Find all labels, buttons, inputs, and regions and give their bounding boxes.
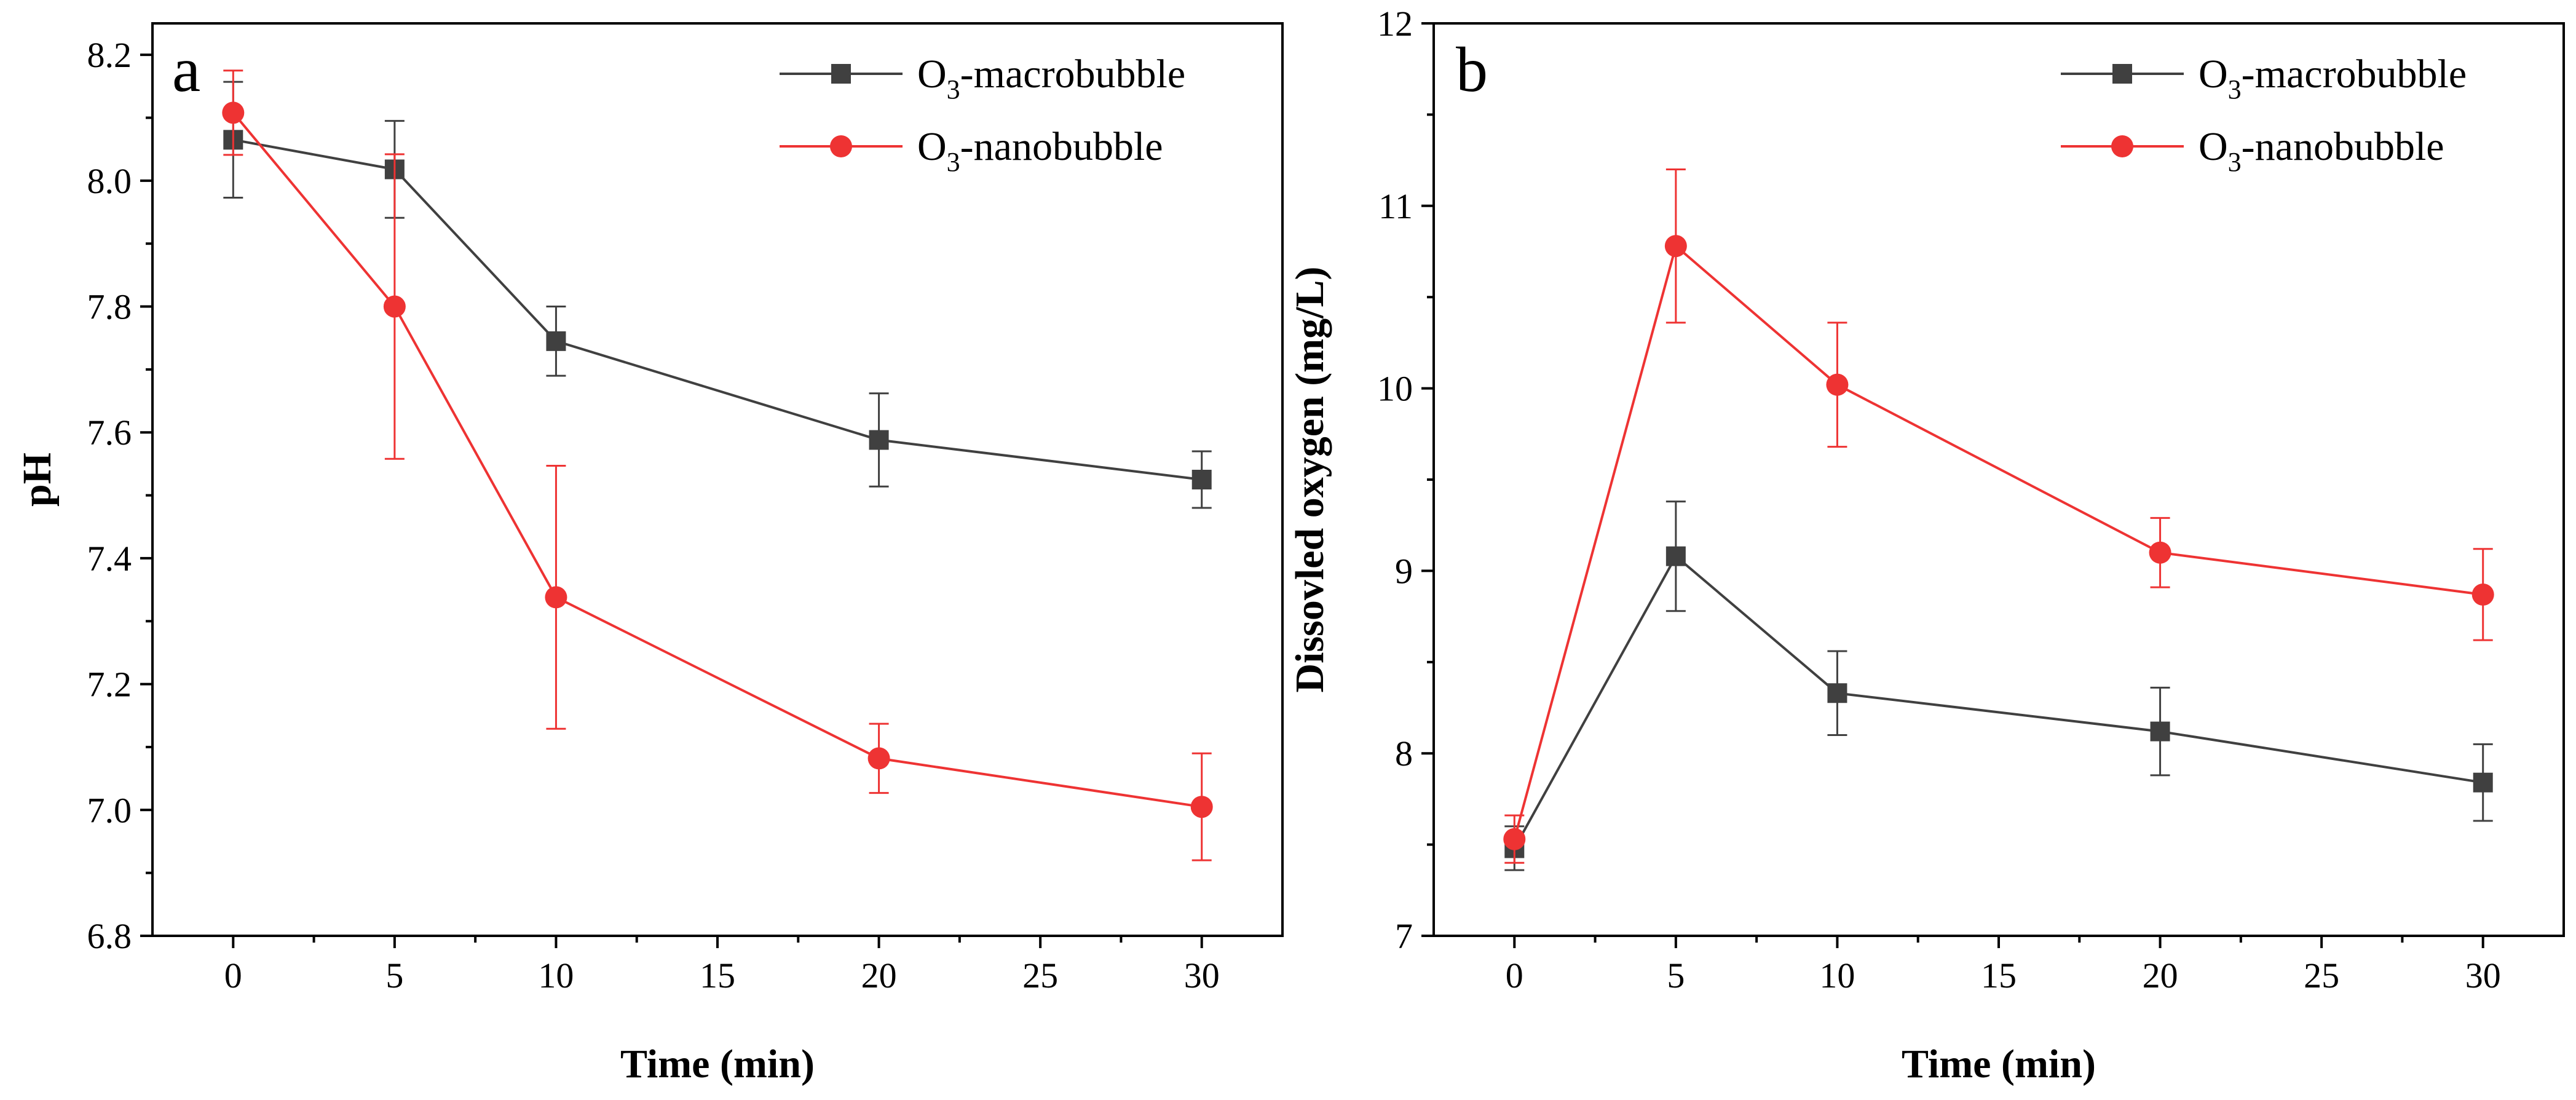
- x-tick-label: 30: [2465, 956, 2501, 995]
- legend-entry: O3-nanobubble: [780, 124, 1163, 177]
- legend-marker: [2111, 135, 2133, 157]
- legend-label-main: O: [2199, 124, 2228, 169]
- y-tick-label: 7.0: [87, 790, 132, 830]
- series-line: [1513, 243, 2483, 840]
- x-tick-label: 15: [1981, 956, 2017, 995]
- y-tick-label: 7.4: [87, 539, 132, 579]
- legend-marker: [830, 135, 852, 157]
- x-tick-label: 5: [1667, 956, 1685, 995]
- data-point: [1191, 470, 1212, 489]
- y-tick-label: 9: [1395, 551, 1413, 591]
- data-point: [546, 331, 566, 351]
- data-point: [1826, 373, 1849, 396]
- x-tick-label: 20: [2143, 956, 2178, 995]
- legend-label-rest: -macrobubble: [960, 52, 1186, 97]
- y-tick-label: 6.8: [87, 916, 132, 956]
- legend-label: O3-macrobubble: [917, 52, 1185, 105]
- legend-label-rest: -macrobubble: [2242, 52, 2467, 97]
- data-point: [2473, 772, 2493, 793]
- x-tick-label: 25: [2304, 956, 2339, 995]
- legend-label: O3-nanobubble: [917, 124, 1163, 177]
- data-point: [545, 586, 567, 609]
- legend-label-subscript: 3: [2228, 147, 2242, 177]
- legend-label-main: O: [2199, 52, 2228, 97]
- y-axis-title: Dissovled oxygen (mg/L): [1287, 267, 1332, 693]
- legend-label-main: O: [917, 52, 947, 97]
- legend-label-subscript: 3: [947, 74, 960, 105]
- legend-label-rest: -nanobubble: [960, 124, 1163, 169]
- y-tick-label: 12: [1377, 4, 1413, 44]
- y-tick-label: 7.8: [87, 287, 132, 327]
- legend-entry: O3-nanobubble: [2061, 124, 2444, 177]
- y-tick-label: 8.0: [87, 161, 132, 201]
- data-point: [1665, 546, 1686, 566]
- chart-panel-a: 0 5 10 15 20 25 30 6.8 7.0 7.2 7.4 7.6 7.8 8.0 8.2 Time…: [15, 22, 1284, 1086]
- x-tick-label: 0: [224, 956, 242, 995]
- x-tick-label: 10: [538, 956, 574, 995]
- panel-label: a: [172, 34, 200, 105]
- data-point: [869, 430, 889, 450]
- y-tick-label: 7: [1395, 916, 1413, 956]
- x-axis-title: Time (min): [620, 1042, 815, 1086]
- series-macrobubble: [1504, 501, 2493, 871]
- legend-label-subscript: 3: [947, 147, 960, 177]
- chart-panel-b: 0 5 10 15 20 25 30 7 8 9 10 11 12 Time (min) Dissovled…: [1287, 4, 2565, 1086]
- series-nanobubble: [1503, 168, 2494, 864]
- data-point: [1190, 796, 1213, 818]
- legend-label-subscript: 3: [2228, 74, 2242, 105]
- y-tick-label: 7.2: [87, 665, 132, 705]
- x-tick-label: 5: [385, 956, 403, 995]
- legend-label-rest: -nanobubble: [2242, 124, 2444, 169]
- x-tick-label: 15: [700, 956, 735, 995]
- data-point: [2149, 541, 2171, 564]
- data-point: [2150, 721, 2170, 742]
- legend-entry: O3-macrobubble: [2061, 52, 2467, 105]
- series-line: [232, 112, 1202, 809]
- x-tick-label: 25: [1022, 956, 1058, 995]
- data-point: [1827, 683, 1847, 703]
- x-tick-label: 10: [1819, 956, 1855, 995]
- data-point: [222, 101, 245, 124]
- x-axis-title: Time (min): [1902, 1042, 2096, 1086]
- y-tick-label: 8: [1395, 734, 1413, 774]
- panel-label: b: [1456, 34, 1488, 105]
- data-point: [867, 747, 890, 770]
- y-axis-title: pH: [15, 453, 60, 507]
- series-line: [1513, 554, 2484, 849]
- y-tick-label: 8.2: [87, 35, 132, 75]
- x-tick-label: 20: [861, 956, 897, 995]
- data-point: [2471, 583, 2494, 606]
- legend-marker: [2112, 64, 2132, 84]
- y-tick-label: 7.6: [87, 413, 132, 453]
- legend-label: O3-macrobubble: [2199, 52, 2467, 105]
- legend-label: O3-nanobubble: [2199, 124, 2444, 177]
- x-tick-label: 30: [1184, 956, 1220, 995]
- legend-marker: [831, 64, 851, 84]
- x-tick-label: 0: [1506, 956, 1523, 995]
- legend-entry: O3-macrobubble: [780, 52, 1185, 105]
- data-point: [383, 295, 406, 318]
- data-point: [1503, 828, 1526, 850]
- series-line: [232, 138, 1202, 481]
- y-tick-label: 11: [1378, 186, 1413, 226]
- y-tick-label: 10: [1377, 369, 1413, 409]
- series-nanobubble: [222, 69, 1213, 861]
- legend-label-main: O: [917, 124, 947, 169]
- data-point: [1664, 235, 1687, 258]
